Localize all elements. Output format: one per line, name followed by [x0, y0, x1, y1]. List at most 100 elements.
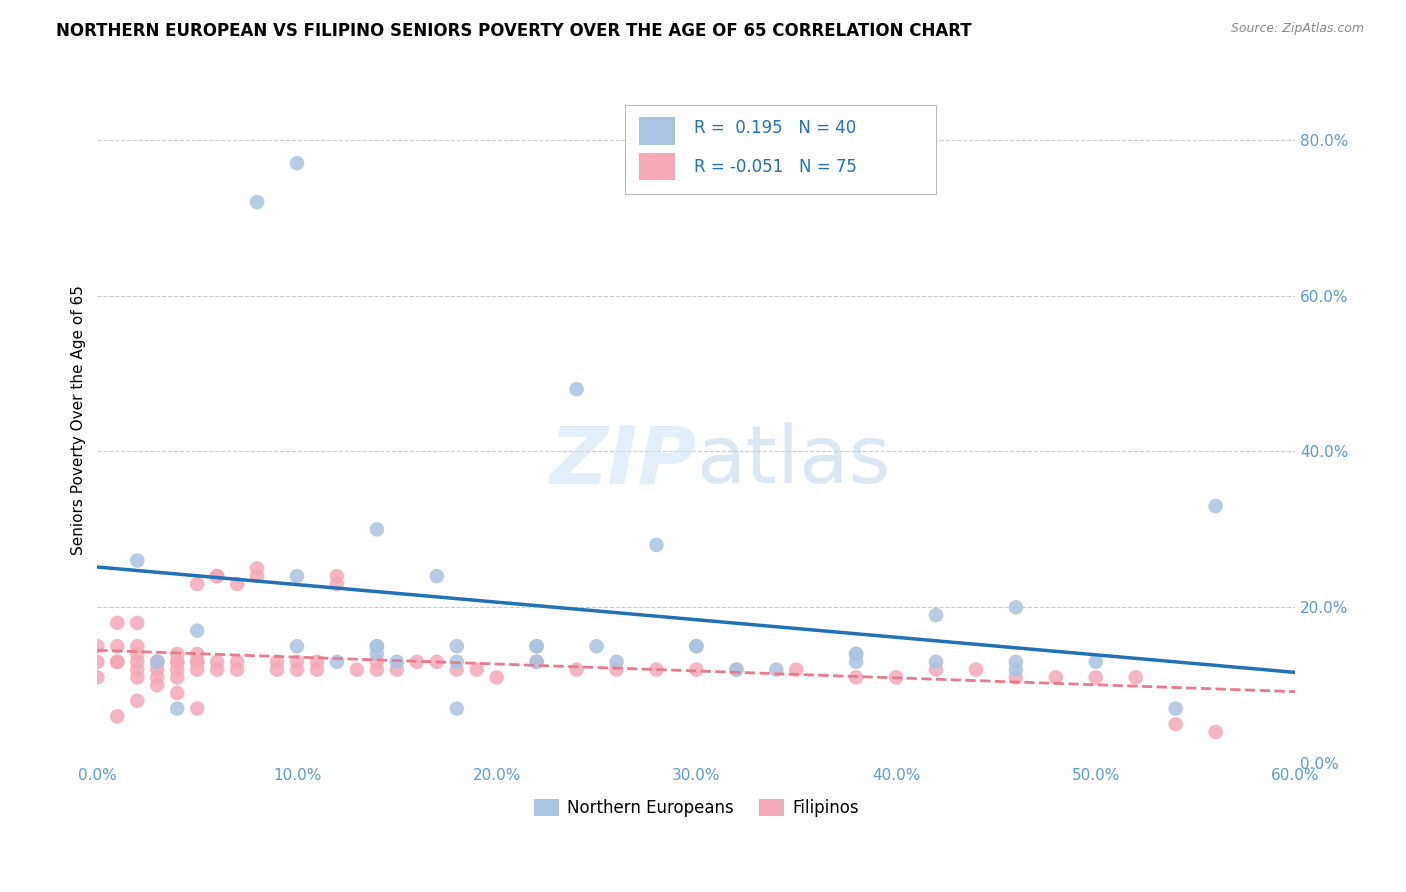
Text: R = -0.051   N = 75: R = -0.051 N = 75: [695, 158, 856, 176]
Point: [1005, 663, 1028, 677]
Point: [86, 670, 108, 684]
Point: [446, 655, 468, 669]
Point: [226, 577, 249, 591]
Point: [127, 639, 149, 653]
Point: [285, 156, 308, 170]
Point: [127, 694, 149, 708]
Point: [205, 655, 228, 669]
Point: [925, 608, 948, 623]
Point: [1005, 655, 1028, 669]
Point: [127, 615, 149, 630]
Point: [186, 701, 208, 715]
Point: [146, 678, 169, 692]
Point: [86, 655, 108, 669]
Text: NORTHERN EUROPEAN VS FILIPINO SENIORS POVERTY OVER THE AGE OF 65 CORRELATION CHA: NORTHERN EUROPEAN VS FILIPINO SENIORS PO…: [56, 22, 972, 40]
Point: [426, 569, 449, 583]
Point: [565, 663, 588, 677]
Point: [166, 655, 188, 669]
Point: [226, 655, 249, 669]
Point: [925, 663, 948, 677]
Point: [1005, 670, 1028, 684]
Point: [205, 569, 228, 583]
Point: [1125, 670, 1147, 684]
Point: [385, 663, 408, 677]
Text: Source: ZipAtlas.com: Source: ZipAtlas.com: [1230, 22, 1364, 36]
Point: [645, 663, 668, 677]
Point: [845, 670, 868, 684]
Point: [1045, 670, 1067, 684]
Point: [685, 639, 707, 653]
Point: [366, 639, 388, 653]
Point: [485, 670, 508, 684]
Point: [685, 663, 707, 677]
Point: [305, 655, 328, 669]
Point: [285, 663, 308, 677]
Text: ZIP: ZIP: [548, 423, 696, 500]
Text: R =  0.195   N = 40: R = 0.195 N = 40: [695, 120, 856, 137]
Point: [285, 655, 308, 669]
Point: [725, 663, 748, 677]
FancyBboxPatch shape: [624, 105, 936, 194]
Point: [446, 701, 468, 715]
Point: [405, 655, 427, 669]
Point: [845, 647, 868, 661]
Point: [305, 663, 328, 677]
Point: [127, 647, 149, 661]
Point: [1205, 499, 1227, 513]
Point: [965, 663, 987, 677]
Point: [226, 663, 249, 677]
Point: [166, 655, 188, 669]
FancyBboxPatch shape: [638, 153, 675, 180]
Point: [1005, 600, 1028, 615]
Point: [146, 670, 169, 684]
Point: [166, 670, 188, 684]
Point: [526, 639, 548, 653]
Point: [465, 663, 488, 677]
Point: [246, 561, 269, 575]
Point: [385, 655, 408, 669]
Point: [146, 655, 169, 669]
Point: [925, 655, 948, 669]
Point: [166, 647, 188, 661]
Point: [1205, 725, 1227, 739]
Point: [105, 655, 128, 669]
Point: [446, 639, 468, 653]
Point: [1164, 717, 1187, 731]
Point: [346, 663, 368, 677]
Point: [845, 647, 868, 661]
Point: [105, 655, 128, 669]
Point: [266, 655, 288, 669]
Point: [606, 663, 628, 677]
Point: [1084, 655, 1107, 669]
Point: [565, 382, 588, 396]
Point: [366, 639, 388, 653]
Point: [285, 569, 308, 583]
Text: atlas: atlas: [696, 423, 891, 500]
Point: [1084, 670, 1107, 684]
Point: [366, 522, 388, 536]
Point: [426, 655, 449, 669]
Point: [526, 639, 548, 653]
Point: [285, 639, 308, 653]
Point: [186, 577, 208, 591]
Point: [725, 663, 748, 677]
Y-axis label: Seniors Poverty Over the Age of 65: Seniors Poverty Over the Age of 65: [72, 285, 86, 555]
Point: [127, 655, 149, 669]
Point: [166, 686, 188, 700]
Point: [266, 663, 288, 677]
Point: [366, 655, 388, 669]
Point: [845, 655, 868, 669]
Legend: Northern Europeans, Filipinos: Northern Europeans, Filipinos: [527, 792, 866, 823]
Point: [326, 569, 349, 583]
Point: [685, 639, 707, 653]
Point: [326, 655, 349, 669]
Point: [246, 569, 269, 583]
Point: [186, 624, 208, 638]
Point: [785, 663, 807, 677]
Point: [186, 655, 208, 669]
Point: [186, 655, 208, 669]
Point: [186, 647, 208, 661]
Point: [186, 663, 208, 677]
Point: [246, 195, 269, 210]
Point: [127, 663, 149, 677]
